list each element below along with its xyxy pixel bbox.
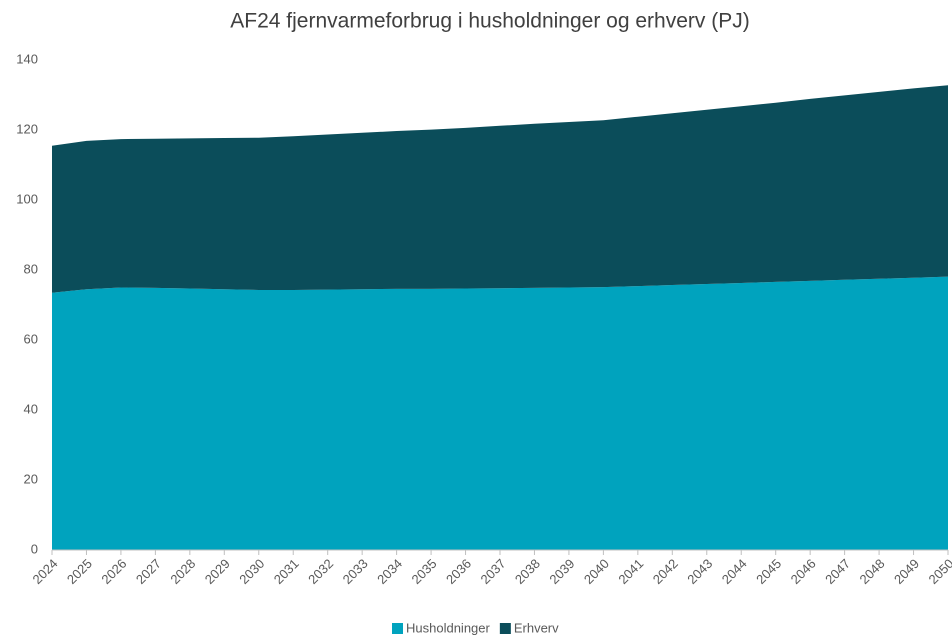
x-tick-label: 2044 <box>719 556 750 587</box>
legend-label: Husholdninger <box>406 620 491 635</box>
y-tick-label: 140 <box>16 51 38 66</box>
x-tick-label: 2037 <box>477 556 508 587</box>
x-tick-label: 2049 <box>891 556 922 587</box>
legend-label: Erhverv <box>514 620 559 635</box>
x-tick-label: 2043 <box>684 556 715 587</box>
x-tick-label: 2027 <box>133 556 164 587</box>
y-tick-label: 40 <box>24 401 38 416</box>
x-tick-label: 2048 <box>857 556 888 587</box>
x-tick-label: 2050 <box>925 556 952 587</box>
legend-swatch <box>392 623 403 634</box>
y-tick-label: 100 <box>16 191 38 206</box>
area <box>52 85 948 293</box>
x-tick-label: 2033 <box>340 556 371 587</box>
x-tick-label: 2024 <box>29 556 60 587</box>
y-tick-label: 60 <box>24 331 38 346</box>
x-tick-label: 2032 <box>305 556 336 587</box>
x-tick-label: 2036 <box>443 556 474 587</box>
x-tick-label: 2035 <box>409 556 440 587</box>
legend-swatch <box>499 623 511 634</box>
x-tick-label: 2034 <box>374 556 405 587</box>
x-tick-label: 2025 <box>64 556 95 587</box>
x-tick-label: 2045 <box>753 556 784 587</box>
x-tick-label: 2046 <box>788 556 819 587</box>
x-tick-label: 2040 <box>581 556 612 587</box>
x-tick-label: 2042 <box>650 556 681 587</box>
x-tick-label: 2028 <box>167 556 198 587</box>
x-tick-label: 2039 <box>546 556 577 587</box>
x-tick-label: 2026 <box>98 556 129 587</box>
x-tick-label: 2041 <box>615 556 646 587</box>
area <box>52 276 948 550</box>
x-tick-label: 2031 <box>271 556 302 587</box>
x-tick-label: 2029 <box>202 556 233 587</box>
x-tick-label: 2030 <box>236 556 267 587</box>
y-tick-label: 120 <box>16 121 38 136</box>
x-tick-label: 2047 <box>822 556 853 587</box>
chart-title: AF24 fjernvarmeforbrug i husholdninger o… <box>230 10 749 33</box>
y-tick-label: 80 <box>24 261 38 276</box>
x-tick-label: 2038 <box>512 556 543 587</box>
y-tick-label: 0 <box>31 541 38 556</box>
y-tick-label: 20 <box>24 471 38 486</box>
